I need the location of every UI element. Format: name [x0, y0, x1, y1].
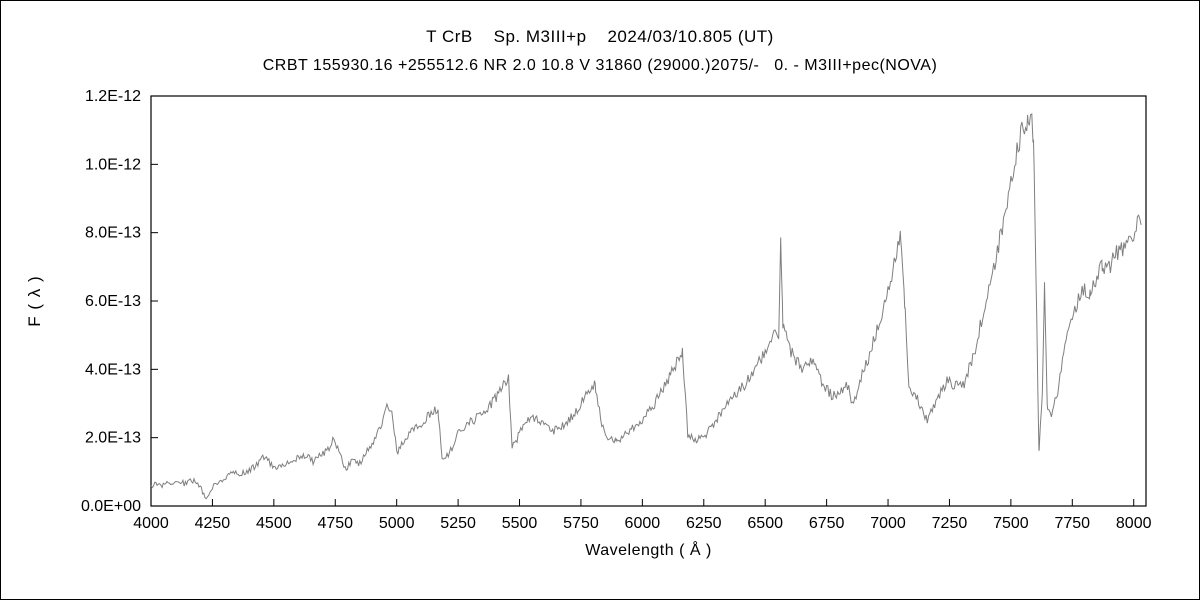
x-tick-label: 4000 [133, 515, 169, 532]
x-tick-label: 6250 [686, 515, 722, 532]
chart-title-line2: CRBT 155930.16 +255512.6 NR 2.0 10.8 V 3… [262, 57, 938, 74]
x-axis-label: Wavelength ( Å ) [585, 542, 712, 559]
x-tick-label: 4500 [256, 515, 292, 532]
x-tick-label: 6500 [747, 515, 783, 532]
x-tick-label: 5250 [440, 515, 476, 532]
y-tick-label: 1.0E-12 [85, 156, 141, 173]
x-tick-label: 4750 [317, 515, 353, 532]
x-tick-label: 5000 [379, 515, 415, 532]
chart-title-line1: T CrB Sp. M3III+p 2024/03/10.805 (UT) [426, 27, 774, 46]
x-tick-label: 4250 [195, 515, 231, 532]
x-tick-label: 7250 [932, 515, 968, 532]
y-tick-label: 1.2E-12 [85, 88, 141, 105]
y-tick-label: 0.0E+00 [81, 498, 141, 515]
x-tick-label: 6000 [625, 515, 661, 532]
x-tick-label: 7750 [1054, 515, 1090, 532]
x-tick-label: 5500 [502, 515, 538, 532]
x-tick-label: 6750 [809, 515, 845, 532]
x-tick-label: 7500 [993, 515, 1029, 532]
spectrum-line [150, 113, 1142, 500]
plot-border [150, 95, 1147, 507]
y-tick-label: 6.0E-13 [85, 293, 141, 310]
x-tick-label: 8000 [1116, 515, 1152, 532]
y-tick-label: 8.0E-13 [85, 225, 141, 242]
x-tick-label: 7000 [870, 515, 906, 532]
y-tick-label: 2.0E-13 [85, 430, 141, 447]
x-tick-label: 5750 [563, 515, 599, 532]
y-tick-label: 4.0E-13 [85, 361, 141, 378]
